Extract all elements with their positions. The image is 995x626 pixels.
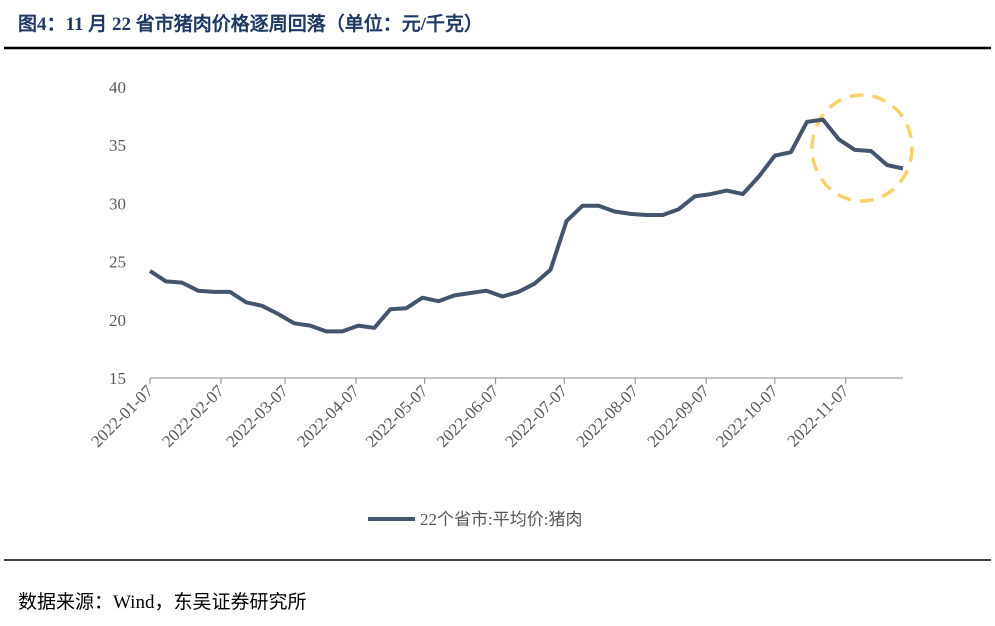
x-tick-label: 2022-10-07	[712, 381, 782, 451]
x-tick-label: 2022-02-07	[158, 381, 228, 451]
x-tick-label: 2022-09-07	[643, 381, 713, 451]
y-tick-label: 35	[109, 136, 126, 155]
legend-label: 22个省市:平均价:猪肉	[420, 510, 582, 529]
y-tick-label: 20	[109, 311, 126, 330]
x-tick-label: 2022-07-07	[502, 381, 572, 451]
y-tick-label: 25	[109, 253, 126, 272]
y-tick-label: 40	[109, 78, 126, 97]
source-note: 数据来源：Wind，东吴证券研究所	[18, 591, 306, 613]
x-tick-label: 2022-06-07	[433, 381, 503, 451]
chart-title: 图4：11 月 22 省市猪肉价格逐周回落（单位：元/千克）	[18, 12, 483, 35]
y-tick-label: 15	[109, 369, 126, 388]
y-tick-label: 30	[109, 194, 126, 213]
series-line	[148, 117, 904, 334]
x-tick-label: 2022-11-07	[784, 381, 853, 450]
x-tick-label: 2022-03-07	[222, 381, 292, 451]
x-tick-label: 2022-05-07	[362, 381, 432, 451]
x-tick-label: 2022-01-07	[87, 381, 157, 451]
highlight-circle	[810, 93, 914, 203]
x-tick-label: 2022-04-07	[293, 381, 363, 451]
x-tick-label: 2022-08-07	[573, 381, 643, 451]
